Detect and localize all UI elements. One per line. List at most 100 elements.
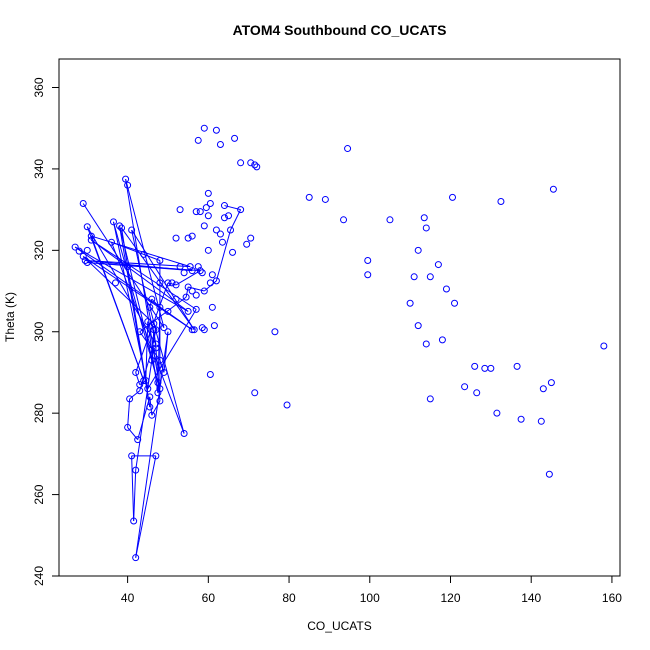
data-point [140,250,148,258]
data-point [231,134,239,142]
x-tick-label: 80 [282,591,296,605]
data-point [71,243,79,251]
data-point [148,356,156,364]
series-segment [139,380,147,386]
data-point [208,271,216,279]
data-point [493,409,501,417]
data-point [107,238,115,246]
y-tick-label: 340 [32,159,46,179]
data-point [422,224,430,232]
data-point [152,344,160,352]
data-point [112,279,120,287]
data-point [237,159,245,167]
data-point [192,305,200,313]
data-point [229,248,237,256]
series-segment [129,390,141,400]
series-segment [74,246,189,312]
series-segment [163,331,169,373]
data-point [549,185,557,193]
data-point [192,208,200,216]
data-point [449,193,457,201]
series-segment [139,349,153,391]
x-axis: 40 60 80 100 120 140 160 [121,576,622,605]
data-point [340,216,348,224]
data-point [136,328,144,336]
data-point [172,295,180,303]
data-point [124,263,132,271]
data-point [142,377,150,385]
data-point [156,356,164,364]
data-point [220,202,228,210]
data-point [344,145,352,153]
data-point [198,269,206,277]
y-tick-label: 300 [32,321,46,341]
data-point [87,236,95,244]
data-point [414,246,422,254]
data-point [200,222,208,230]
x-tick-label: 60 [202,591,216,605]
x-tick-label: 40 [121,591,135,605]
plot-frame [58,58,621,577]
data-point [176,263,184,271]
data-point [200,124,208,132]
data-point [148,295,156,303]
data-point [305,193,313,201]
x-tick-label: 120 [440,591,460,605]
data-point [128,452,136,460]
data-point [152,340,160,348]
series-segment [159,360,165,373]
data-point [414,322,422,330]
data-point [184,283,192,291]
data-point [364,257,372,265]
data-point [283,401,291,409]
data-point [253,163,261,171]
data-point [461,383,469,391]
chart-title: ATOM4 Southbound CO_UCATS [233,22,447,38]
data-point [79,252,87,260]
data-point [156,385,164,393]
data-point [128,226,136,234]
data-point [206,279,214,287]
data-point [194,263,202,271]
data-point [517,415,525,423]
series-segment [135,331,169,558]
series-segment [131,229,195,330]
data-point [83,246,91,254]
data-point [146,403,154,411]
data-point [386,216,394,224]
data-point [81,257,89,265]
x-tick-label: 100 [360,591,380,605]
data-point [132,368,140,376]
data-point [204,246,212,254]
data-point [426,273,434,281]
data-point [212,277,220,285]
series-segment [119,225,159,383]
data-point [130,517,138,525]
data-point [154,389,162,397]
series-segment [139,296,187,333]
series-segment [90,239,189,312]
series-segment [185,286,189,298]
data-point [156,303,164,311]
data-point [216,140,224,148]
data-point [200,326,208,334]
data-point [126,395,134,403]
data-point [156,257,164,265]
series-segment [85,260,191,268]
data-point [176,206,184,214]
data-point [204,189,212,197]
data-point [251,389,259,397]
data-point [132,554,140,562]
data-point [513,362,521,370]
data-point [116,222,124,230]
data-point [196,267,204,275]
data-point [160,368,168,376]
series-segment [125,178,165,328]
series-segment [133,470,137,522]
data-point [164,279,172,287]
data-point [247,159,255,167]
data-point [198,324,206,332]
data-point [184,307,192,315]
data-point [364,271,372,279]
series-segment [91,235,191,268]
